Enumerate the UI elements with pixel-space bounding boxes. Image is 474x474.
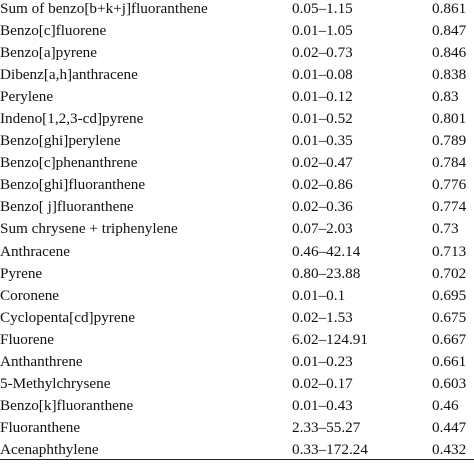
concentration-range: 0.02–0.73 [292, 44, 353, 62]
concentration-range: 0.02–0.86 [292, 176, 353, 194]
coefficient-value: 0.801 [432, 110, 467, 128]
table-row: Benzo[c]phenanthrene 0.02–0.47 0.784 [0, 152, 474, 174]
concentration-range: 0.07–2.03 [292, 220, 353, 238]
compound-name: Benzo[a]pyrene [0, 44, 97, 62]
table-row: Indeno[1,2,3-cd]pyrene 0.01–0.52 0.801 [0, 108, 474, 130]
coefficient-value: 0.432 [432, 440, 467, 458]
coefficient-value: 0.695 [432, 286, 467, 304]
table-row: Coronene 0.01–0.1 0.695 [0, 285, 474, 307]
compound-name: 5-Methylchrysene [0, 374, 111, 392]
compound-name: Benzo[k]fluoranthene [0, 396, 134, 414]
coefficient-value: 0.838 [432, 66, 467, 84]
compound-name: Dibenz[a,h]anthracene [0, 66, 138, 84]
table-row: Benzo[ j]fluoranthene 0.02–0.36 0.774 [0, 196, 474, 218]
coefficient-value: 0.713 [432, 242, 467, 260]
table-row: Sum chrysene + triphenylene 0.07–2.03 0.… [0, 218, 474, 240]
concentration-range: 0.33–172.24 [292, 440, 368, 458]
concentration-range: 0.01–0.43 [292, 396, 353, 414]
table-row: Sum of benzo[b+k+j]fluoranthene 0.05–1.1… [0, 0, 474, 20]
table-row: Cyclopenta[cd]pyrene 0.02–1.53 0.675 [0, 307, 474, 329]
coefficient-value: 0.702 [432, 264, 467, 282]
compound-name: Anthanthrene [0, 352, 83, 370]
table-row: Benzo[a]pyrene 0.02–0.73 0.846 [0, 42, 474, 64]
concentration-range: 2.33–55.27 [292, 418, 361, 436]
coefficient-value: 0.861 [432, 0, 467, 17]
table-row: Perylene 0.01–0.12 0.83 [0, 86, 474, 108]
concentration-range: 0.80–23.88 [292, 264, 361, 282]
compound-name: Acenaphthylene [0, 440, 99, 458]
coefficient-value: 0.784 [432, 154, 467, 172]
concentration-range: 0.46–42.14 [292, 242, 361, 260]
table-row: Benzo[k]fluoranthene 0.01–0.43 0.46 [0, 395, 474, 417]
concentration-range: 0.01–0.35 [292, 132, 353, 150]
concentration-range: 0.01–0.23 [292, 352, 353, 370]
concentration-range: 0.02–1.53 [292, 308, 353, 326]
concentration-range: 0.01–0.1 [292, 286, 346, 304]
table-row: Acenaphthylene 0.33–172.24 0.432 [0, 439, 474, 461]
concentration-range: 0.01–0.08 [292, 66, 353, 84]
compound-name: Indeno[1,2,3-cd]pyrene [0, 110, 144, 128]
coefficient-value: 0.774 [432, 198, 467, 216]
table-row: Dibenz[a,h]anthracene 0.01–0.08 0.838 [0, 64, 474, 86]
coefficient-value: 0.846 [432, 44, 467, 62]
compound-name: Perylene [0, 88, 54, 106]
coefficient-value: 0.667 [432, 330, 467, 348]
table-row: Fluorene 6.02–124.91 0.667 [0, 329, 474, 351]
table-row: Pyrene 0.80–23.88 0.702 [0, 263, 474, 285]
compound-name: Fluoranthene [0, 418, 81, 436]
compound-name: Benzo[ghi]fluoranthene [0, 176, 146, 194]
compound-name: Cyclopenta[cd]pyrene [0, 308, 135, 326]
table-row: Fluoranthene 2.33–55.27 0.447 [0, 417, 474, 439]
coefficient-value: 0.46 [432, 396, 459, 414]
concentration-range: 6.02–124.91 [292, 330, 368, 348]
compound-name: Anthracene [0, 242, 70, 260]
table-row: Benzo[ghi]fluoranthene 0.02–0.86 0.776 [0, 174, 474, 196]
concentration-range: 0.01–0.52 [292, 110, 353, 128]
coefficient-value: 0.83 [432, 88, 459, 106]
compound-name: Benzo[ghi]perylene [0, 132, 121, 150]
compound-name: Fluorene [0, 330, 54, 348]
concentration-range: 0.02–0.47 [292, 154, 353, 172]
coefficient-value: 0.776 [432, 176, 467, 194]
compound-name: Coronene [0, 286, 60, 304]
compound-name: Benzo[ j]fluoranthene [0, 198, 134, 216]
concentration-range: 0.01–0.12 [292, 88, 353, 106]
table-bottom-rule [0, 458, 474, 460]
coefficient-value: 0.603 [432, 374, 467, 392]
table-row: Anthracene 0.46–42.14 0.713 [0, 241, 474, 263]
table-row: Anthanthrene 0.01–0.23 0.661 [0, 351, 474, 373]
coefficient-value: 0.675 [432, 308, 467, 326]
coefficient-value: 0.661 [432, 352, 467, 370]
concentration-range: 0.02–0.17 [292, 374, 353, 392]
coefficient-value: 0.789 [432, 132, 467, 150]
coefficient-value: 0.847 [432, 22, 467, 40]
coefficient-value: 0.73 [432, 220, 459, 238]
table-row: 5-Methylchrysene 0.02–0.17 0.603 [0, 373, 474, 395]
compound-name: Sum of benzo[b+k+j]fluoranthene [0, 0, 208, 17]
coefficient-value: 0.447 [432, 418, 467, 436]
concentration-range: 0.01–1.05 [292, 22, 353, 40]
concentration-range: 0.02–0.36 [292, 198, 353, 216]
table-row: Benzo[c]fluorene 0.01–1.05 0.847 [0, 20, 474, 42]
concentration-range: 0.05–1.15 [292, 0, 353, 17]
table-row: Benzo[ghi]perylene 0.01–0.35 0.789 [0, 130, 474, 152]
compound-name: Sum chrysene + triphenylene [0, 220, 178, 238]
compound-name: Pyrene [0, 264, 43, 282]
compound-name: Benzo[c]fluorene [0, 22, 107, 40]
data-table: Sum of benzo[b+k+j]fluoranthene 0.05–1.1… [0, 0, 474, 461]
compound-name: Benzo[c]phenanthrene [0, 154, 138, 172]
